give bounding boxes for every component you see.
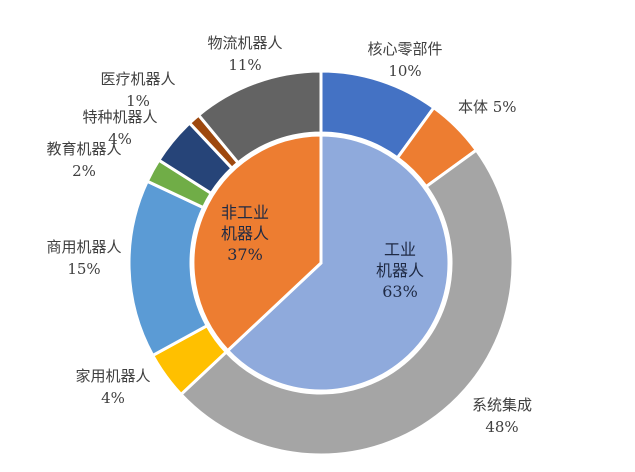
outer-label-value-5: 2% bbox=[72, 162, 96, 180]
inner-label-0-line-2: 63% bbox=[382, 282, 418, 301]
outer-label-value-6: 4% bbox=[108, 130, 132, 148]
inner-label-1-line-0: 非工业 bbox=[221, 203, 269, 222]
outer-label-1: 本体 5% bbox=[458, 98, 517, 116]
outer-label-name-8: 物流机器人 bbox=[207, 34, 282, 52]
outer-slice-8 bbox=[196, 69, 323, 165]
outer-label-name-2: 系统集成 bbox=[472, 396, 532, 414]
outer-ring bbox=[127, 69, 515, 457]
outer-label-value-8: 11% bbox=[228, 56, 261, 74]
inner-slice-1 bbox=[191, 133, 323, 353]
outer-label-value-4: 15% bbox=[67, 260, 100, 278]
inner-label-0-line-0: 工业 bbox=[384, 240, 416, 259]
outer-label-name-3: 家用机器人 bbox=[75, 367, 150, 385]
outer-label-name-6: 特种机器人 bbox=[82, 108, 157, 126]
inner-ring bbox=[191, 133, 451, 393]
inner-label-0-line-1: 机器人 bbox=[376, 261, 424, 280]
outer-label-value-3: 4% bbox=[101, 389, 125, 407]
outer-label-name-0: 核心零部件 bbox=[367, 40, 442, 58]
outer-label-name-7: 医疗机器人 bbox=[100, 70, 175, 88]
outer-label-name-4: 商用机器人 bbox=[46, 238, 121, 256]
outer-label-value-2: 48% bbox=[485, 418, 518, 436]
inner-label-1-line-2: 37% bbox=[227, 245, 263, 264]
inner-label-1-line-1: 机器人 bbox=[221, 224, 269, 243]
outer-slice-2 bbox=[178, 148, 515, 457]
inner-slice-0 bbox=[225, 133, 451, 393]
outer-label-value-7: 1% bbox=[126, 92, 150, 110]
outer-label-value-0: 10% bbox=[388, 62, 421, 80]
outer-label-name-5: 教育机器人 bbox=[46, 140, 121, 158]
